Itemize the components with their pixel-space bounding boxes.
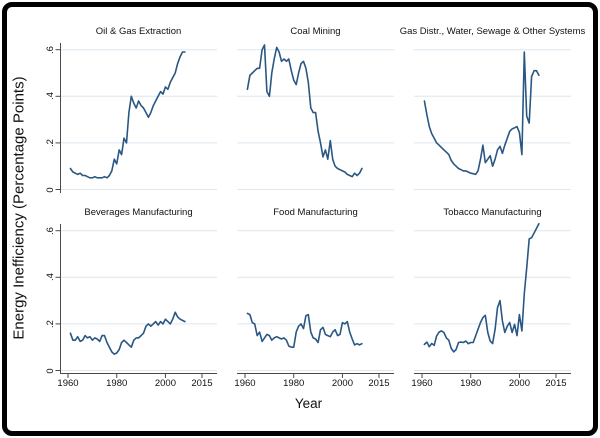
- x-tick-label: 2015: [368, 378, 390, 389]
- y-tick-label: .6: [44, 226, 56, 235]
- y-tick-label: 0: [44, 186, 56, 193]
- y-tick-label: .6: [44, 45, 56, 54]
- x-tick-label: 2000: [331, 378, 353, 389]
- x-tick-label: 1960: [411, 378, 433, 389]
- data-series-line: [423, 51, 540, 176]
- x-tick-label: 2000: [508, 378, 530, 389]
- x-tick-label: 1980: [460, 378, 482, 389]
- x-tick-label: 1960: [57, 378, 79, 389]
- x-tick-label: 2000: [154, 378, 176, 389]
- x-tick-label: 1960: [234, 378, 256, 389]
- panel-title: Beverages Manufacturing: [84, 207, 193, 218]
- x-tick-label: 2015: [191, 378, 213, 389]
- panel-title: Gas Distr., Water, Sewage & Other System…: [399, 26, 586, 37]
- line-plot: [414, 222, 571, 378]
- y-tick-label: .4: [44, 92, 56, 101]
- line-plot: [55, 43, 217, 193]
- line-plot: [237, 44, 394, 190]
- y-tick-label: .4: [44, 273, 56, 282]
- y-tick-label: 0: [44, 367, 56, 374]
- line-plot: [237, 230, 394, 378]
- panel-title: Tobacco Manufacturing: [443, 207, 542, 218]
- data-series-line: [423, 222, 540, 353]
- data-series-line: [246, 312, 363, 348]
- panel-title: Oil & Gas Extraction: [95, 26, 182, 37]
- x-tick-label: 2015: [545, 378, 567, 389]
- line-plot: [55, 224, 217, 378]
- x-axis-label: Year: [294, 396, 323, 411]
- panel-title: Coal Mining: [290, 26, 341, 37]
- line-plot: [414, 49, 571, 190]
- y-tick-label: .2: [44, 138, 56, 147]
- data-series-line: [246, 44, 363, 178]
- x-tick-label: 1980: [106, 378, 128, 389]
- y-tick-label: .2: [44, 319, 56, 328]
- panel-title: Food Manufacturing: [273, 207, 358, 218]
- x-tick-label: 1980: [283, 378, 305, 389]
- data-series-line: [69, 311, 186, 355]
- data-series-line: [69, 51, 186, 179]
